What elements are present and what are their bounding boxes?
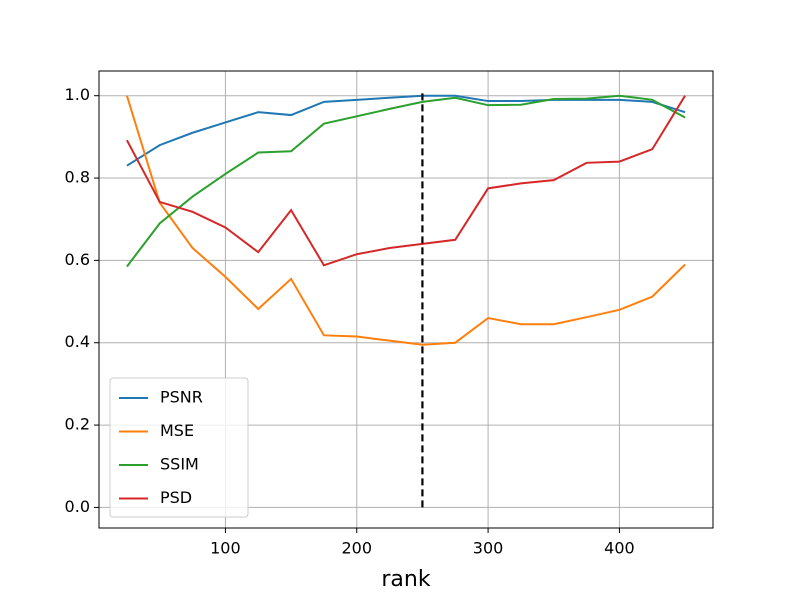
- series-line: [126, 94, 686, 268]
- legend-label: SSIM: [160, 455, 199, 474]
- legend-label: PSD: [160, 488, 192, 507]
- legend-box: [109, 377, 249, 518]
- series-line: [126, 95, 686, 267]
- y-tick-label: 0.6: [65, 250, 90, 269]
- y-tick-label: 0.2: [65, 415, 90, 434]
- y-tick-label: 0.0: [65, 497, 90, 516]
- x-tick-label: 400: [604, 539, 635, 558]
- y-tick-label: 0.4: [65, 332, 90, 351]
- x-tick-label: 300: [473, 539, 504, 558]
- x-axis-label: rank: [381, 567, 430, 592]
- y-tick-label: 0.8: [65, 168, 90, 187]
- legend-label: PSNR: [160, 388, 203, 407]
- y-tick-label: 1.0: [65, 85, 90, 104]
- x-tick-label: 200: [341, 539, 372, 558]
- legend-label: MSE: [160, 421, 194, 440]
- series-line: [125, 95, 686, 346]
- series-line: [126, 94, 686, 167]
- plot-frame: [98, 70, 714, 529]
- x-tick-label: 100: [210, 539, 241, 558]
